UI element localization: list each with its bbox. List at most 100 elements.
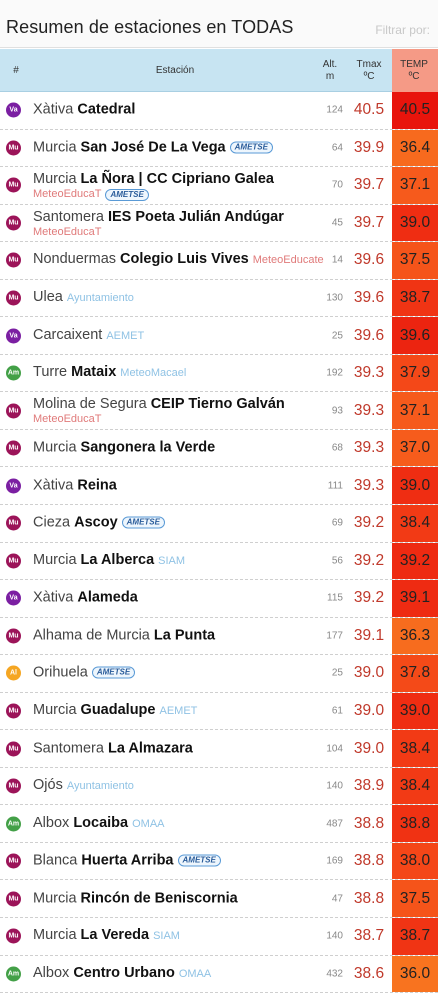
station-name[interactable]: Murcia Sangonera la Verde (33, 440, 215, 457)
station-name[interactable]: Orihuela AMETSE (33, 665, 136, 682)
station-name[interactable]: Santomera IES Poeta Julián Andúgar (33, 209, 284, 226)
table-row[interactable]: Mu Blanca Huerta Arriba AMETSE 169 38.8 38.0 (0, 842, 438, 881)
station-name[interactable]: Murcia San José De La Vega AMETSE (33, 139, 273, 156)
table-row[interactable]: Va Carcaixent AEMET 25 39.6 39.6 (0, 317, 438, 355)
station-name[interactable]: Murcia La Ñora | CC Cipriano Galea (33, 171, 274, 188)
tmax-value: 39.3 (353, 364, 385, 382)
ametse-logo: AMETSE (177, 854, 221, 867)
station-name[interactable]: Alhama de Murcia La Punta (33, 627, 215, 644)
altitude-value: 45 (331, 217, 343, 229)
table-row[interactable]: Mu Santomera IES Poeta Julián Andúgar Mete… (0, 204, 438, 243)
table-row[interactable]: Mu Murcia Rincón de Beniscornia 47 38.8 37.5 (0, 880, 438, 919)
temp-value: 40.5 (392, 92, 438, 129)
station-city: Cieza (33, 514, 71, 531)
station-name[interactable]: Albox Centro Urbano OMAA (33, 965, 211, 983)
table-row[interactable]: Va Xàtiva Reina 111 39.3 39.0 (0, 467, 438, 506)
top-bar: Resumen de estaciones en TODAS Filtrar p… (0, 0, 438, 48)
station-name[interactable]: Santomera La Almazara (33, 740, 193, 757)
altitude-value: 61 (331, 705, 343, 717)
region-badge: Mu (6, 703, 21, 719)
table-row[interactable]: Mu Molina de Segura CEIP Tierno Galván Met… (0, 392, 438, 430)
station-name[interactable]: Molina de Segura CEIP Tierno Galván (33, 396, 285, 413)
tmax-value: 39.6 (353, 326, 385, 344)
table-row[interactable]: Mu Murcia San José De La Vega AMETSE 64 39.9… (0, 129, 438, 168)
station-name[interactable]: Murcia Guadalupe AEMET (33, 702, 197, 720)
station-name[interactable]: Murcia La Alberca SIAM (33, 552, 185, 570)
station-name[interactable]: Ulea Ayuntamiento (33, 289, 134, 307)
table-row[interactable]: Mu Santomera La Almazara 104 39.0 38.4 (0, 730, 438, 768)
table-row[interactable]: Mu Murcia Guadalupe AEMET 61 39.0 39.0 (0, 692, 438, 731)
source-label: SIAM (153, 930, 180, 943)
column-header-number[interactable]: # (13, 65, 19, 76)
tmax-value: 39.2 (353, 589, 385, 607)
table-row[interactable]: Mu Ojós Ayuntamiento 140 38.9 38.4 (0, 767, 438, 806)
column-header-altitude-unit: m (325, 71, 335, 82)
column-header-altitude[interactable]: Alt. m (318, 59, 342, 83)
table-row[interactable]: Am Turre Mataix MeteoMacael 192 39.3 37.9 (0, 354, 438, 393)
temp-value: 37.0 (392, 429, 438, 467)
temp-value: 37.1 (392, 167, 438, 204)
table-row[interactable]: Mu Murcia La Ñora | CC Cipriano Galea Mete… (0, 167, 438, 205)
table-row[interactable]: Mu Murcia La Vereda SIAM 140 38.7 38.7 (0, 918, 438, 956)
region-badge: Mu (6, 440, 21, 456)
station-name[interactable]: Murcia La Vereda SIAM (33, 927, 180, 945)
region-badge: Mu (6, 928, 21, 944)
column-header-tmax[interactable]: Tmax ºC (350, 59, 388, 83)
table-row[interactable]: Va Xàtiva Catedral 124 40.5 40.5 (0, 92, 438, 130)
station-label: Guadalupe (80, 702, 156, 719)
table-row[interactable]: Am Albox Centro Urbano OMAA 432 38.6 36.0 (0, 955, 438, 994)
station-name[interactable]: Xàtiva Alameda (33, 590, 138, 607)
station-name[interactable]: Blanca Huerta Arriba AMETSE (33, 853, 221, 870)
station-name[interactable]: Murcia Rincón de Beniscornia (33, 890, 238, 907)
table-row[interactable]: Va Xàtiva Alameda 115 39.2 39.1 (0, 580, 438, 618)
station-name[interactable]: Turre Mataix MeteoMacael (33, 364, 186, 382)
tmax-value: 39.3 (353, 439, 385, 457)
station-source-line: MeteoEducaT (33, 226, 101, 238)
tmax-value: 38.9 (353, 777, 385, 795)
table-row[interactable]: Mu Murcia Sangonera la Verde 68 39.3 37.0 (0, 429, 438, 468)
temp-value: 39.2 (392, 542, 438, 580)
temp-value: 38.0 (392, 842, 438, 880)
region-badge: Mu (6, 778, 21, 794)
altitude-value: 47 (331, 893, 343, 905)
source-label: Ayuntamiento (66, 292, 134, 304)
temp-value: 38.4 (392, 730, 438, 767)
tmax-value: 39.6 (353, 289, 385, 306)
column-header-station[interactable]: Estación (155, 65, 195, 76)
station-name[interactable]: Nonduermas Colegio Luis Vives MeteoEducat… (33, 251, 324, 269)
temp-value: 37.9 (392, 354, 438, 392)
station-name[interactable]: Albox Locaiba OMAA (33, 815, 165, 833)
table-row[interactable]: Mu Murcia La Alberca SIAM 56 39.2 39.2 (0, 542, 438, 581)
station-name[interactable]: Cieza Ascoy AMETSE (33, 515, 165, 532)
temp-value: 36.3 (392, 617, 438, 655)
temp-value: 37.5 (392, 880, 438, 918)
station-name[interactable]: Xàtiva Catedral (33, 102, 135, 119)
station-city: Albox (33, 964, 70, 981)
station-label: Mataix (71, 364, 117, 381)
region-badge: Mu (6, 628, 21, 644)
table-row[interactable]: Am Albox Locaiba OMAA 487 38.8 38.8 (0, 805, 438, 843)
column-header-temp-unit: ºC (408, 71, 420, 82)
altitude-value: 177 (326, 630, 343, 642)
table-row[interactable]: Mu Alhama de Murcia La Punta 177 39.1 36.3 (0, 617, 438, 656)
temp-value: 38.4 (392, 505, 438, 542)
table-row[interactable]: Al Orihuela AMETSE 25 39.0 37.8 (0, 655, 438, 693)
table-row[interactable]: Mu Cieza Ascoy AMETSE 69 39.2 38.4 (0, 505, 438, 543)
station-name[interactable]: Ojós Ayuntamiento (33, 777, 134, 795)
station-name[interactable]: Xàtiva Reina (33, 477, 117, 494)
altitude-value: 111 (327, 480, 343, 492)
source-label: MeteoEducate (252, 254, 324, 267)
region-badge: Am (6, 816, 21, 832)
station-city: Murcia (33, 171, 77, 188)
station-name[interactable]: Carcaixent AEMET (33, 327, 144, 345)
station-label: La Almazara (107, 740, 193, 757)
temp-value: 39.0 (392, 204, 438, 242)
column-header-temp[interactable]: TEMP ºC (393, 59, 435, 83)
altitude-value: 124 (326, 104, 343, 116)
table-row[interactable]: Mu Nonduermas Colegio Luis Vives MeteoEduc… (0, 242, 438, 280)
table-header: # Estación Alt. m Tmax ºC TEMP ºC (0, 49, 438, 92)
table-row[interactable]: Mu Ulea Ayuntamiento 130 39.6 38.7 (0, 279, 438, 318)
filter-control[interactable]: Filtrar por: (375, 23, 430, 37)
altitude-value: 68 (331, 442, 343, 454)
temp-value: 37.5 (392, 242, 438, 279)
